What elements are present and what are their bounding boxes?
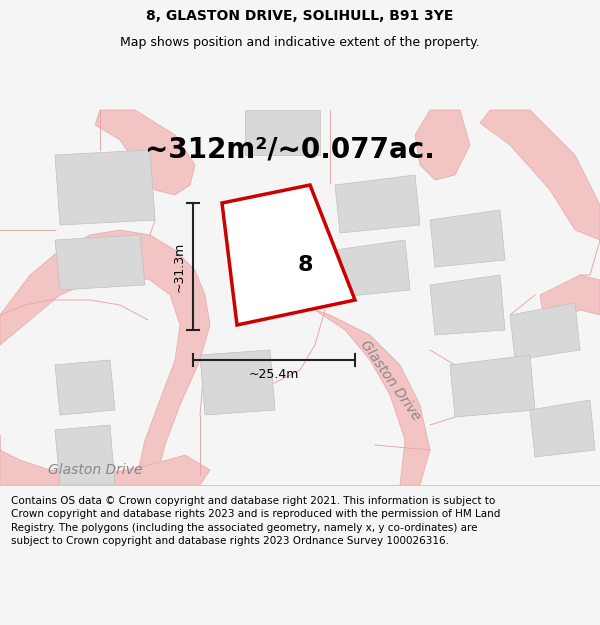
Polygon shape: [540, 275, 600, 325]
Polygon shape: [55, 360, 115, 415]
Polygon shape: [510, 303, 580, 360]
Polygon shape: [200, 350, 275, 415]
Text: Glaston Drive: Glaston Drive: [48, 463, 142, 477]
Text: ~31.3m: ~31.3m: [173, 241, 185, 292]
Polygon shape: [0, 435, 210, 485]
Polygon shape: [222, 185, 355, 325]
Polygon shape: [335, 175, 420, 233]
Polygon shape: [430, 210, 505, 267]
Text: Glaston Drive: Glaston Drive: [357, 338, 423, 422]
Polygon shape: [55, 150, 155, 225]
Polygon shape: [95, 110, 195, 195]
Polygon shape: [55, 425, 115, 485]
Polygon shape: [450, 355, 535, 417]
Polygon shape: [430, 275, 505, 335]
Polygon shape: [315, 310, 430, 485]
Polygon shape: [415, 110, 470, 180]
Text: ~312m²/~0.077ac.: ~312m²/~0.077ac.: [145, 136, 435, 164]
Text: Map shows position and indicative extent of the property.: Map shows position and indicative extent…: [120, 36, 480, 49]
Polygon shape: [0, 230, 210, 485]
Text: 8, GLASTON DRIVE, SOLIHULL, B91 3YE: 8, GLASTON DRIVE, SOLIHULL, B91 3YE: [146, 9, 454, 24]
Polygon shape: [480, 110, 600, 240]
Text: ~25.4m: ~25.4m: [249, 368, 299, 381]
Polygon shape: [245, 110, 320, 155]
Text: Contains OS data © Crown copyright and database right 2021. This information is : Contains OS data © Crown copyright and d…: [11, 496, 500, 546]
Text: 8: 8: [297, 255, 313, 275]
Polygon shape: [530, 400, 595, 457]
Polygon shape: [335, 240, 410, 297]
Polygon shape: [55, 235, 145, 290]
